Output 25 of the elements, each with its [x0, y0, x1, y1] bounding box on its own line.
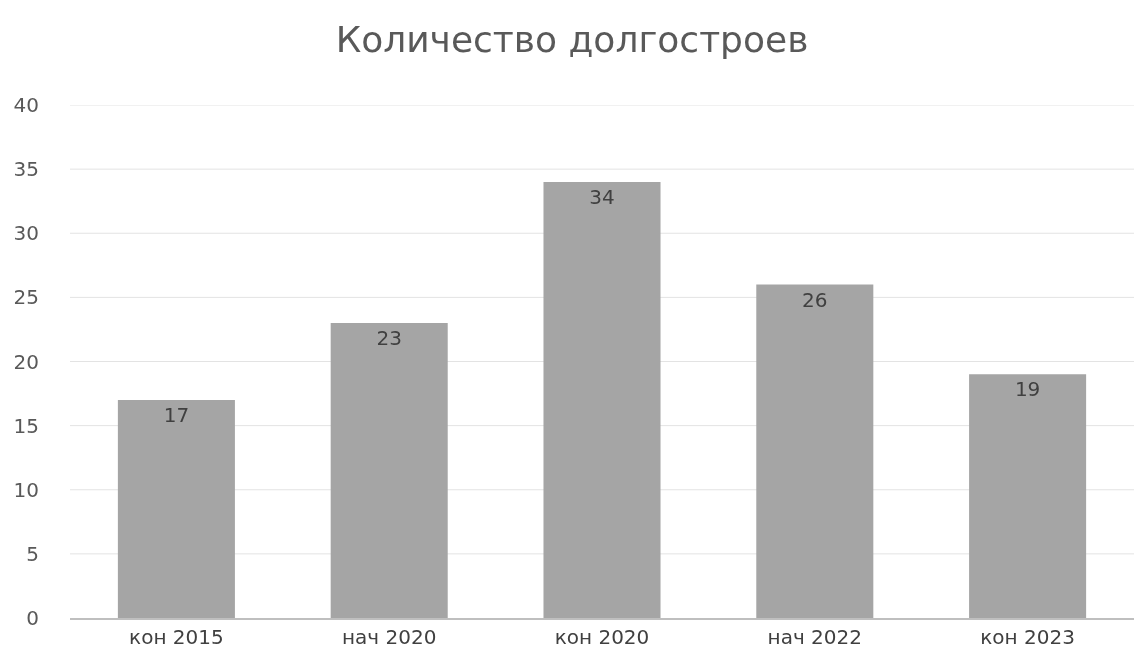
bar [969, 374, 1087, 618]
data-label: 34 [589, 184, 615, 209]
y-tick-label: 10 [13, 477, 39, 502]
x-tick-label: нач 2020 [342, 625, 437, 649]
bar [543, 181, 661, 618]
x-tick-label: кон 2023 [980, 625, 1075, 649]
chart-title: Количество долгостроев [335, 18, 809, 60]
y-tick-label: 30 [13, 221, 39, 246]
bar [330, 323, 448, 618]
bar [756, 284, 874, 618]
y-tick-label: 25 [13, 285, 39, 310]
y-tick-label: 5 [26, 541, 39, 566]
y-tick-label: 20 [13, 349, 39, 374]
data-label: 19 [1014, 377, 1041, 402]
y-tick-label: 40 [13, 93, 39, 117]
x-tick-label: кон 2020 [554, 625, 650, 649]
y-tick-label: 15 [13, 413, 39, 438]
bar [117, 399, 235, 618]
y-tick-label: 0 [26, 606, 39, 630]
x-tick-label: кон 2015 [129, 625, 224, 649]
x-tick-label: нач 2022 [767, 625, 862, 649]
y-tick-label: 35 [13, 157, 39, 182]
data-label: 23 [376, 326, 402, 351]
data-label: 17 [163, 402, 190, 427]
data-label: 26 [802, 287, 828, 312]
